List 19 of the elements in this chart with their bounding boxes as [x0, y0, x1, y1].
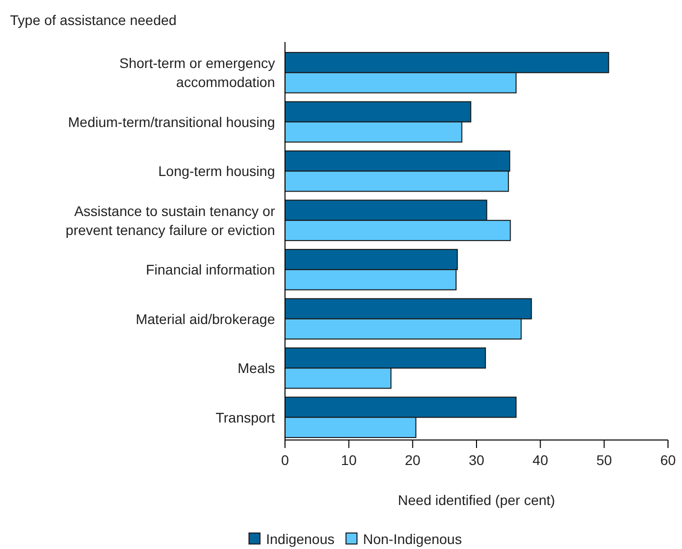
x-tick-label: 30 — [468, 452, 484, 468]
y-tick-label: Assistance to sustain tenancy or prevent tenancy failure or eviction — [66, 202, 276, 238]
y-tick-label: Financial information — [146, 262, 275, 278]
legend-label: Indigenous — [266, 531, 335, 547]
x-tick-label: 60 — [660, 452, 676, 468]
x-tick-label: 40 — [532, 452, 548, 468]
y-tick-label: Transport — [216, 409, 276, 426]
y-tick-label: Meals — [238, 360, 275, 376]
x-tick-label: 50 — [596, 452, 612, 468]
y-tick-label: Material aid/brokerage — [136, 310, 276, 327]
x-tick-label: 20 — [404, 452, 421, 468]
x-tick-label: 10 — [341, 452, 357, 468]
x-axis-title: Need identified (per cent) — [398, 492, 556, 508]
x-tick-label: 0 — [281, 452, 290, 468]
y-axis-title: Type of assistance needed — [10, 12, 177, 28]
legend-label: Non-Indigenous — [363, 531, 462, 547]
y-tick-label: Long-term housing — [158, 163, 275, 180]
y-tick-label: Medium-term/transitional housing — [68, 114, 275, 130]
y-tick-label: Short-term or emergency accommodation — [119, 55, 275, 90]
